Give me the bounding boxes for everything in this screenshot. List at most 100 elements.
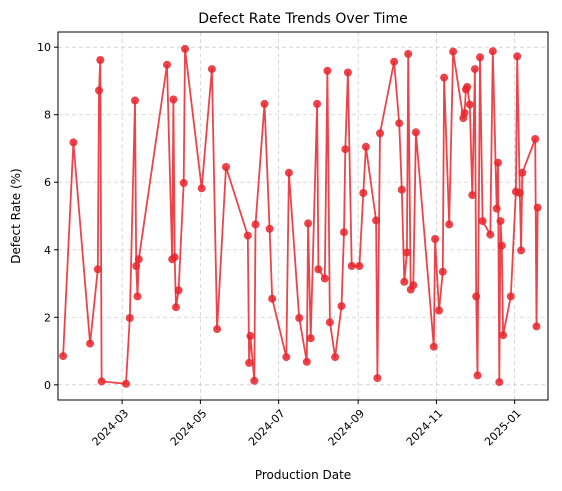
data-point [372,216,381,225]
data-point [132,262,141,270]
data-point [284,168,293,177]
data-point [395,119,404,128]
data-point [282,353,291,362]
data-point [250,376,259,385]
data-point [181,44,189,53]
data-point [397,185,406,194]
data-point [532,322,541,331]
data-point [304,219,313,228]
data-point [470,65,479,74]
data-point [323,66,332,75]
x-tick-label: 2024-03 [90,407,132,449]
data-point [314,265,323,274]
data-point [340,228,348,237]
data-point [122,379,130,388]
data-point [496,217,505,226]
data-point [494,158,502,167]
y-tick-label: 0 [44,379,51,392]
data-point [170,253,179,262]
data-point [355,262,364,270]
data-point [133,292,142,301]
data-point [438,267,447,276]
data-point [174,286,183,295]
data-point [533,203,542,212]
data-point [472,292,481,301]
data-point [341,145,350,154]
data-point [478,217,487,226]
data-point [337,302,346,311]
data-point [402,248,411,257]
data-point [265,224,274,233]
data-point [435,306,443,315]
chart-title: Defect Rate Trends Over Time [198,11,408,27]
data-point [243,231,252,240]
data-point [361,142,370,151]
data-point [531,135,540,143]
data-point [488,47,497,56]
data-point [246,331,255,340]
y-tick-label: 6 [44,176,51,189]
y-axis-label: Defect Rate (%) [9,168,23,263]
data-point [97,377,106,386]
data-point [93,265,102,274]
data-point [197,184,206,193]
data-point [390,57,399,66]
x-tick-label: 2024-05 [168,407,210,449]
data-point [295,314,304,322]
data-point [331,353,340,362]
data-point [449,47,458,56]
data-point [460,109,469,117]
data-point [325,318,334,327]
y-tick-label: 4 [44,244,51,257]
data-point [486,230,495,239]
data-point [96,56,105,64]
data-point [400,277,409,286]
data-point [207,65,216,74]
data-point [222,163,230,171]
data-point [347,262,356,270]
data-point [499,331,508,340]
x-axis: 2024-03 2024-05 2024-07 2024-09 2024-11 2025-… [90,400,524,449]
data-point [445,220,454,229]
series-markers [59,44,542,388]
y-tick-label: 10 [37,41,51,54]
y-tick-label: 2 [44,311,51,324]
data-point [495,378,504,387]
data-point [320,274,329,283]
data-point [260,99,269,108]
data-point [506,292,515,301]
data-point [518,168,527,177]
x-tick-label: 2025-01 [482,407,524,449]
plot-frame [57,31,549,401]
data-point [213,325,222,334]
data-point [313,99,322,108]
x-tick-label: 2024-11 [404,407,446,449]
data-point [404,49,413,58]
y-tick-label: 8 [44,109,51,122]
data-point [465,100,474,109]
data-point [468,191,477,200]
data-point [359,189,368,197]
x-axis-label: Production Date [255,468,351,482]
data-point [409,281,418,290]
data-point [169,95,178,104]
data-point [473,371,482,380]
data-point [69,138,78,147]
data-point [513,52,522,61]
data-point [429,342,438,351]
data-point [95,86,103,95]
data-point [134,255,143,264]
y-axis: 0 2 4 6 8 10 [37,41,58,392]
data-point [86,339,95,348]
data-point [245,358,254,367]
data-point [59,352,68,361]
data-point [515,189,524,197]
x-tick-label: 2024-07 [246,407,288,449]
data-point [411,128,420,137]
data-point [343,68,352,77]
data-point [172,303,180,312]
data-point [476,53,484,62]
data-point [268,294,277,303]
data-point [431,235,440,243]
